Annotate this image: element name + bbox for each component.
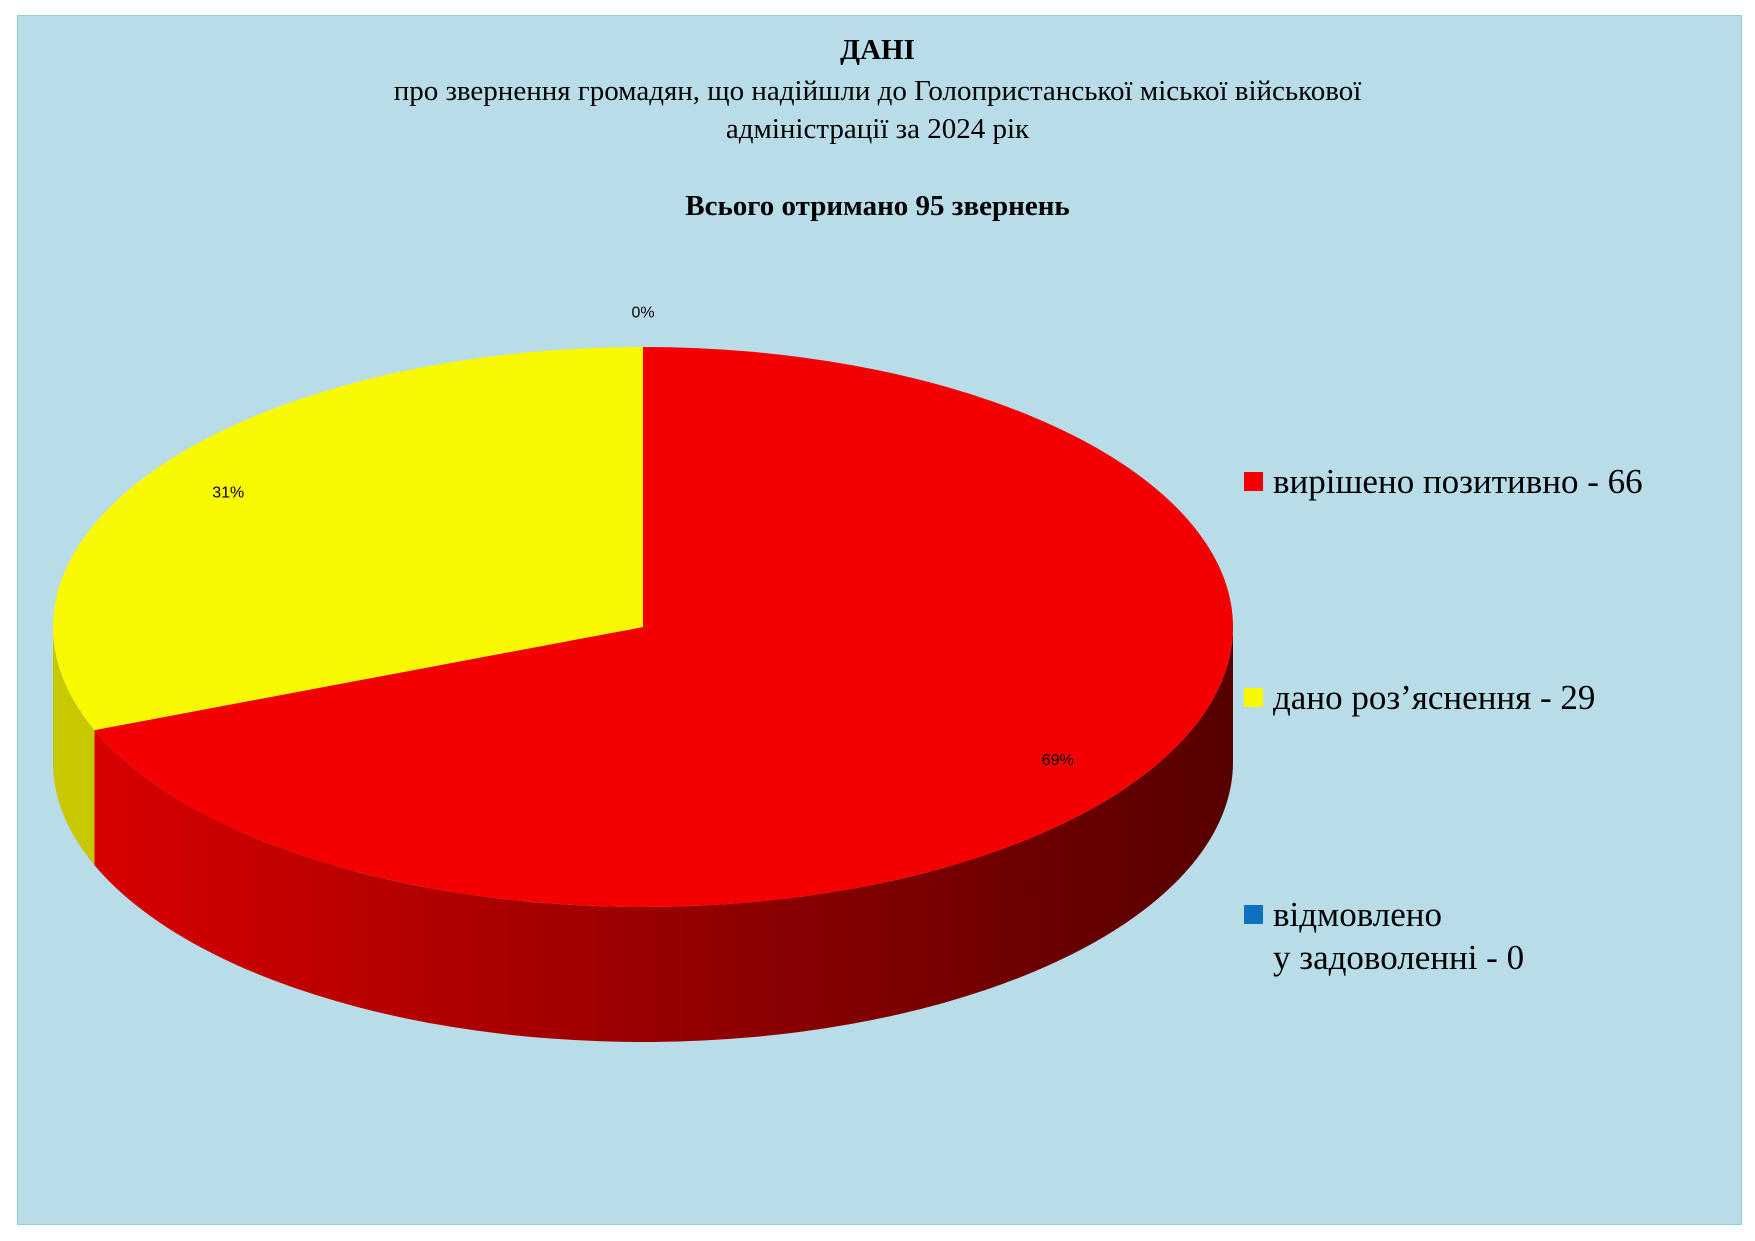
chart-subtitle: про звернення громадян, що надійшли до Г… [393, 75, 1362, 145]
pie-slice [52, 347, 644, 866]
legend-item: вирішено позитивно - 66 [1244, 460, 1643, 503]
data-label: 31% [212, 484, 244, 501]
legend-swatch [1244, 688, 1263, 707]
data-label: 69% [1042, 752, 1074, 769]
legend-item: дано роз’яснення - 29 [1244, 676, 1595, 719]
legend-label: вирішено позитивно - 66 [1273, 462, 1643, 501]
slice-top [94, 347, 1233, 907]
legend-label: дано роз’яснення - 29 [1273, 678, 1596, 717]
annotation: Всього отримано 95 звернень [685, 190, 1070, 222]
legend-swatch [1244, 472, 1263, 491]
legend-label: відмовлено у задоволенні - 0 [1273, 895, 1525, 977]
slice-side [53, 627, 95, 866]
legend-swatch [1244, 905, 1263, 924]
data-label: 0% [631, 305, 654, 322]
legend-item: відмовлено у задоволенні - 0 [1244, 893, 1524, 979]
slice-side [94, 627, 1233, 1042]
pie-slice [94, 347, 1233, 1042]
chart-title: ДАНІ [840, 34, 915, 66]
slice-top [52, 347, 644, 731]
